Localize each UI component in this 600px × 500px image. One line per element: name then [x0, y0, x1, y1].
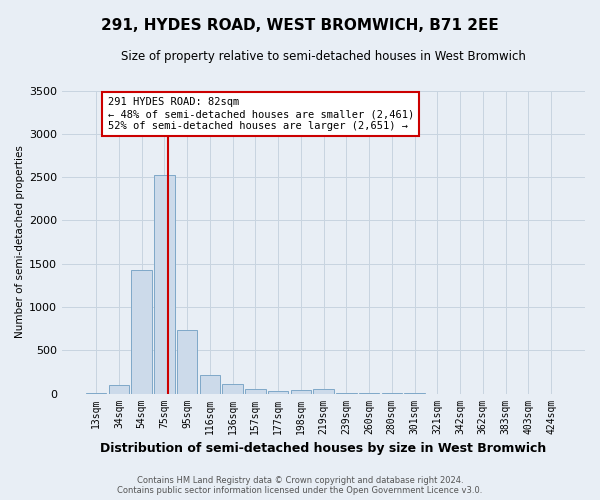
- Bar: [268, 390, 289, 394]
- Bar: [223, 384, 243, 394]
- Text: 291 HYDES ROAD: 82sqm
← 48% of semi-detached houses are smaller (2,461)
52% of s: 291 HYDES ROAD: 82sqm ← 48% of semi-deta…: [107, 98, 414, 130]
- Bar: [313, 389, 334, 394]
- Title: Size of property relative to semi-detached houses in West Bromwich: Size of property relative to semi-detach…: [121, 50, 526, 63]
- Bar: [245, 389, 266, 394]
- Bar: [154, 174, 175, 394]
- Text: 291, HYDES ROAD, WEST BROMWICH, B71 2EE: 291, HYDES ROAD, WEST BROMWICH, B71 2EE: [101, 18, 499, 32]
- Bar: [109, 386, 129, 394]
- X-axis label: Distribution of semi-detached houses by size in West Bromwich: Distribution of semi-detached houses by …: [100, 442, 547, 455]
- Y-axis label: Number of semi-detached properties: Number of semi-detached properties: [15, 146, 25, 338]
- Bar: [290, 390, 311, 394]
- Text: Contains HM Land Registry data © Crown copyright and database right 2024.
Contai: Contains HM Land Registry data © Crown c…: [118, 476, 482, 495]
- Bar: [86, 392, 106, 394]
- Bar: [177, 330, 197, 394]
- Bar: [131, 270, 152, 394]
- Bar: [200, 375, 220, 394]
